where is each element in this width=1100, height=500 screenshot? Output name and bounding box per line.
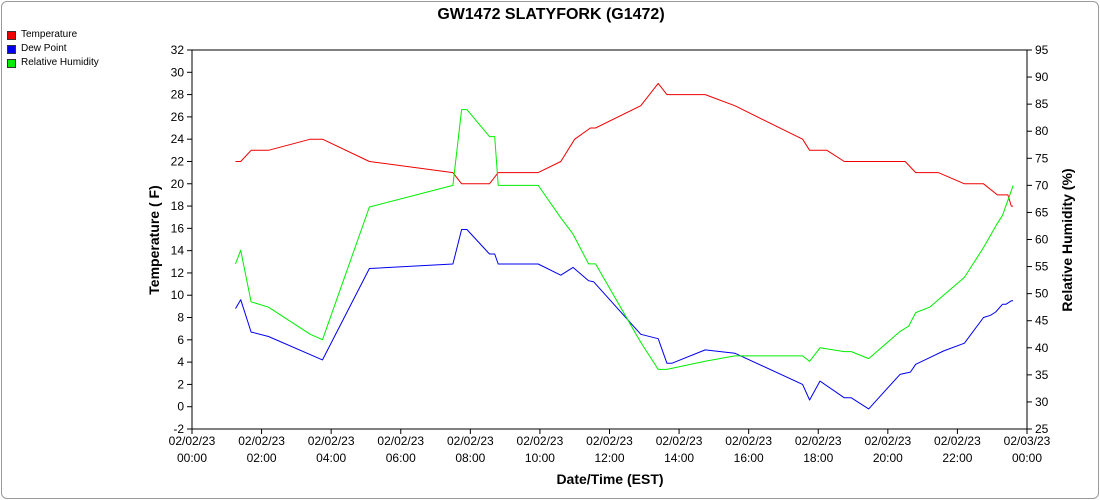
- x-tick-date: 02/02/23: [934, 434, 981, 448]
- series-line-dew-point: [235, 229, 1014, 410]
- y-tick-label: 6: [177, 333, 184, 347]
- x-tick-time: 06:00: [386, 451, 416, 465]
- y2-tick-label: 40: [1035, 341, 1049, 355]
- x-tick-date: 02/02/23: [656, 434, 703, 448]
- x-tick-time: 04:00: [316, 451, 346, 465]
- y2-tick-label: 85: [1035, 97, 1049, 111]
- legend-swatch-relative-humidity: [7, 58, 16, 68]
- x-tick-time: 12:00: [594, 451, 624, 465]
- x-tick-date: 02/03/23: [1004, 434, 1051, 448]
- x-tick-time: 02:00: [247, 451, 277, 465]
- y2-tick-label: 75: [1035, 151, 1049, 165]
- x-tick-date: 02/02/23: [586, 434, 633, 448]
- x-tick-date: 02/02/23: [517, 434, 564, 448]
- x-tick-date: 02/02/23: [447, 434, 494, 448]
- ticks-layer: -202468101214161820222426283032253035404…: [169, 43, 1051, 465]
- y2-tick-label: 25: [1035, 422, 1049, 436]
- y-tick-label: 28: [171, 88, 185, 102]
- x-tick-date: 02/02/23: [169, 434, 216, 448]
- y-tick-label: 26: [171, 110, 185, 124]
- y2-tick-label: 35: [1035, 368, 1049, 382]
- x-tick-date: 02/02/23: [238, 434, 285, 448]
- y2-tick-label: 60: [1035, 233, 1049, 247]
- series-line-relative-humidity: [235, 109, 1014, 370]
- y-tick-label: 22: [171, 154, 185, 168]
- y-tick-label: 0: [177, 400, 184, 414]
- y2-tick-label: 65: [1035, 205, 1049, 219]
- x-axis-title: Date/Time (EST): [556, 471, 663, 487]
- x-tick-time: 08:00: [455, 451, 485, 465]
- legend-item-dew-point: Dew Point: [7, 42, 99, 56]
- x-tick-time: 00:00: [177, 451, 207, 465]
- x-tick-date: 02/02/23: [308, 434, 355, 448]
- x-tick-time: 16:00: [734, 451, 764, 465]
- legend-item-temperature: Temperature: [7, 28, 99, 42]
- y2-tick-label: 95: [1035, 43, 1049, 57]
- x-tick-time: 18:00: [803, 451, 833, 465]
- y-tick-label: 16: [171, 221, 185, 235]
- legend: Temperature Dew Point Relative Humidity: [7, 28, 99, 70]
- y-tick-label: 30: [171, 65, 185, 79]
- x-tick-time: 10:00: [525, 451, 555, 465]
- x-tick-date: 02/02/23: [725, 434, 772, 448]
- x-tick-date: 02/02/23: [377, 434, 424, 448]
- y-axis-title: Temperature ( F): [146, 185, 162, 294]
- y-tick-label: 4: [177, 355, 184, 369]
- x-tick-time: 00:00: [1012, 451, 1042, 465]
- y-tick-label: 32: [171, 43, 185, 57]
- y2-tick-label: 50: [1035, 287, 1049, 301]
- series-line-temperature: [235, 82, 1014, 207]
- y-tick-label: 8: [177, 311, 184, 325]
- legend-swatch-temperature: [7, 30, 16, 40]
- y2-tick-label: 90: [1035, 70, 1049, 84]
- y2-tick-label: 55: [1035, 260, 1049, 274]
- y-tick-label: 10: [171, 288, 185, 302]
- series-layer: [235, 82, 1014, 410]
- y2-tick-label: 80: [1035, 124, 1049, 138]
- chart-title: GW1472 SLATYFORK (G1472): [437, 6, 664, 23]
- x-tick-time: 14:00: [664, 451, 694, 465]
- y2-tick-label: 70: [1035, 178, 1049, 192]
- x-tick-date: 02/02/23: [795, 434, 842, 448]
- y-tick-label: -2: [173, 422, 184, 436]
- legend-label-relative-humidity: Relative Humidity: [21, 57, 99, 68]
- y-tick-label: 24: [171, 132, 185, 146]
- x-tick-time: 22:00: [942, 451, 972, 465]
- y2-axis-title: Relative Humidity (%): [1059, 168, 1075, 311]
- legend-swatch-dew-point: [7, 44, 16, 54]
- y2-tick-label: 45: [1035, 314, 1049, 328]
- y-tick-label: 20: [171, 177, 185, 191]
- y-tick-label: 18: [171, 199, 185, 213]
- legend-label-dew-point: Dew Point: [21, 43, 67, 54]
- y-tick-label: 12: [171, 266, 185, 280]
- legend-label-temperature: Temperature: [21, 29, 78, 40]
- x-tick-time: 20:00: [873, 451, 903, 465]
- plot-area: [191, 49, 1028, 430]
- x-tick-date: 02/02/23: [864, 434, 911, 448]
- y2-tick-label: 30: [1035, 395, 1049, 409]
- legend-item-relative-humidity: Relative Humidity: [7, 56, 99, 70]
- y-tick-label: 14: [171, 244, 185, 258]
- y-tick-label: 2: [177, 377, 184, 391]
